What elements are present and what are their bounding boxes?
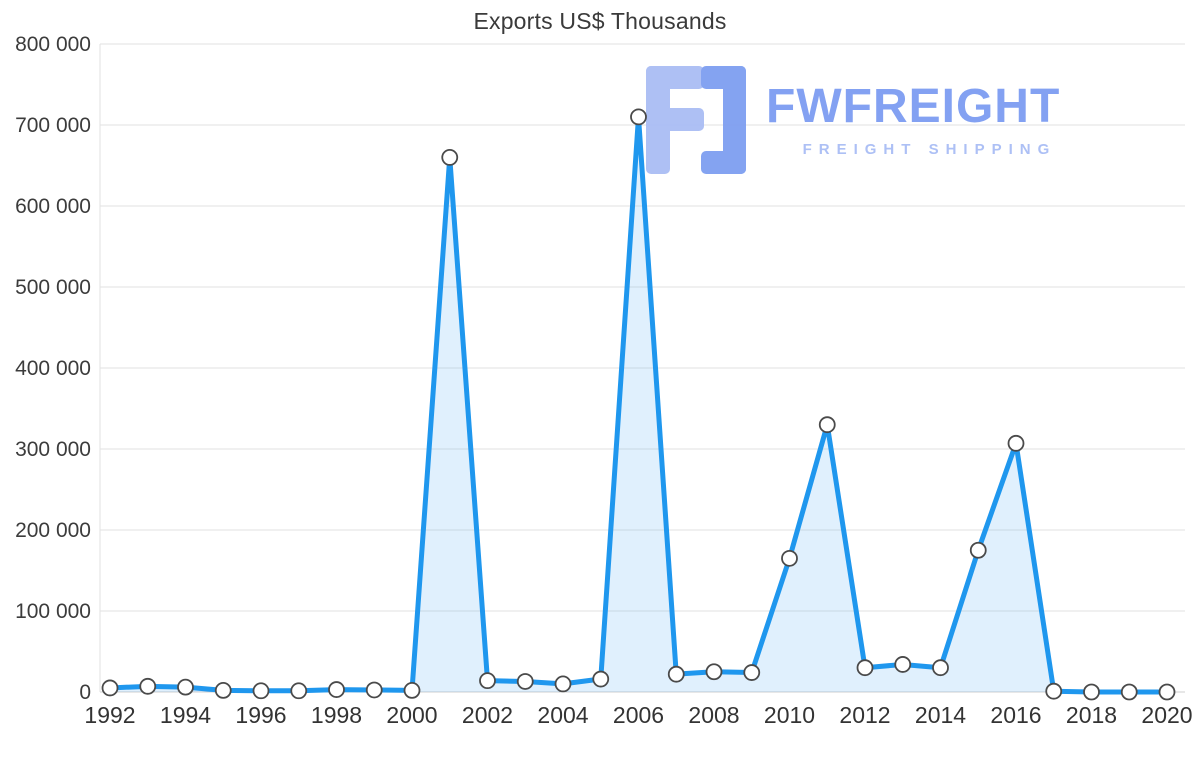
x-axis-tick-label: 2002 xyxy=(462,702,513,728)
watermark-brand-text: FWFREIGHT xyxy=(766,80,1061,134)
y-axis-tick-label: 600 000 xyxy=(15,195,91,218)
y-axis-tick-label: 800 000 xyxy=(15,33,91,56)
x-axis-tick-label: 1994 xyxy=(160,702,211,728)
fwfreight-logo-icon xyxy=(646,66,746,174)
x-axis-tick-label: 2008 xyxy=(688,702,739,728)
x-axis-tick-label: 2004 xyxy=(537,702,588,728)
y-axis-tick-label: 300 000 xyxy=(15,438,91,461)
y-axis-tick-label: 0 xyxy=(79,681,91,704)
x-axis-tick-label: 2018 xyxy=(1066,702,1117,728)
x-axis-tick-label: 2010 xyxy=(764,702,815,728)
x-axis-tick-label: 2012 xyxy=(839,702,890,728)
y-axis-tick-label: 400 000 xyxy=(15,357,91,380)
y-axis-tick-label: 200 000 xyxy=(15,519,91,542)
chart-title: Exports US$ Thousands xyxy=(473,8,727,34)
y-axis-tick-label: 100 000 xyxy=(15,600,91,623)
y-axis-tick-label: 700 000 xyxy=(15,114,91,137)
x-axis-tick-label: 1998 xyxy=(311,702,362,728)
x-axis-tick-label: 2020 xyxy=(1141,702,1192,728)
watermark-text-block: FWFREIGHT FREIGHT SHIPPING xyxy=(766,80,1061,158)
x-axis-tick-label: 2000 xyxy=(386,702,437,728)
x-axis-tick-label: 1996 xyxy=(235,702,286,728)
x-axis-tick-label: 2006 xyxy=(613,702,664,728)
x-axis-tick-label: 2014 xyxy=(915,702,966,728)
x-axis-tick-label: 1992 xyxy=(84,702,135,728)
watermark-tagline-text: FREIGHT SHIPPING xyxy=(802,140,1057,158)
x-axis-tick-label: 2016 xyxy=(990,702,1041,728)
y-axis-tick-label: 500 000 xyxy=(15,276,91,299)
watermark: FWFREIGHT FREIGHT SHIPPING xyxy=(646,66,1060,174)
